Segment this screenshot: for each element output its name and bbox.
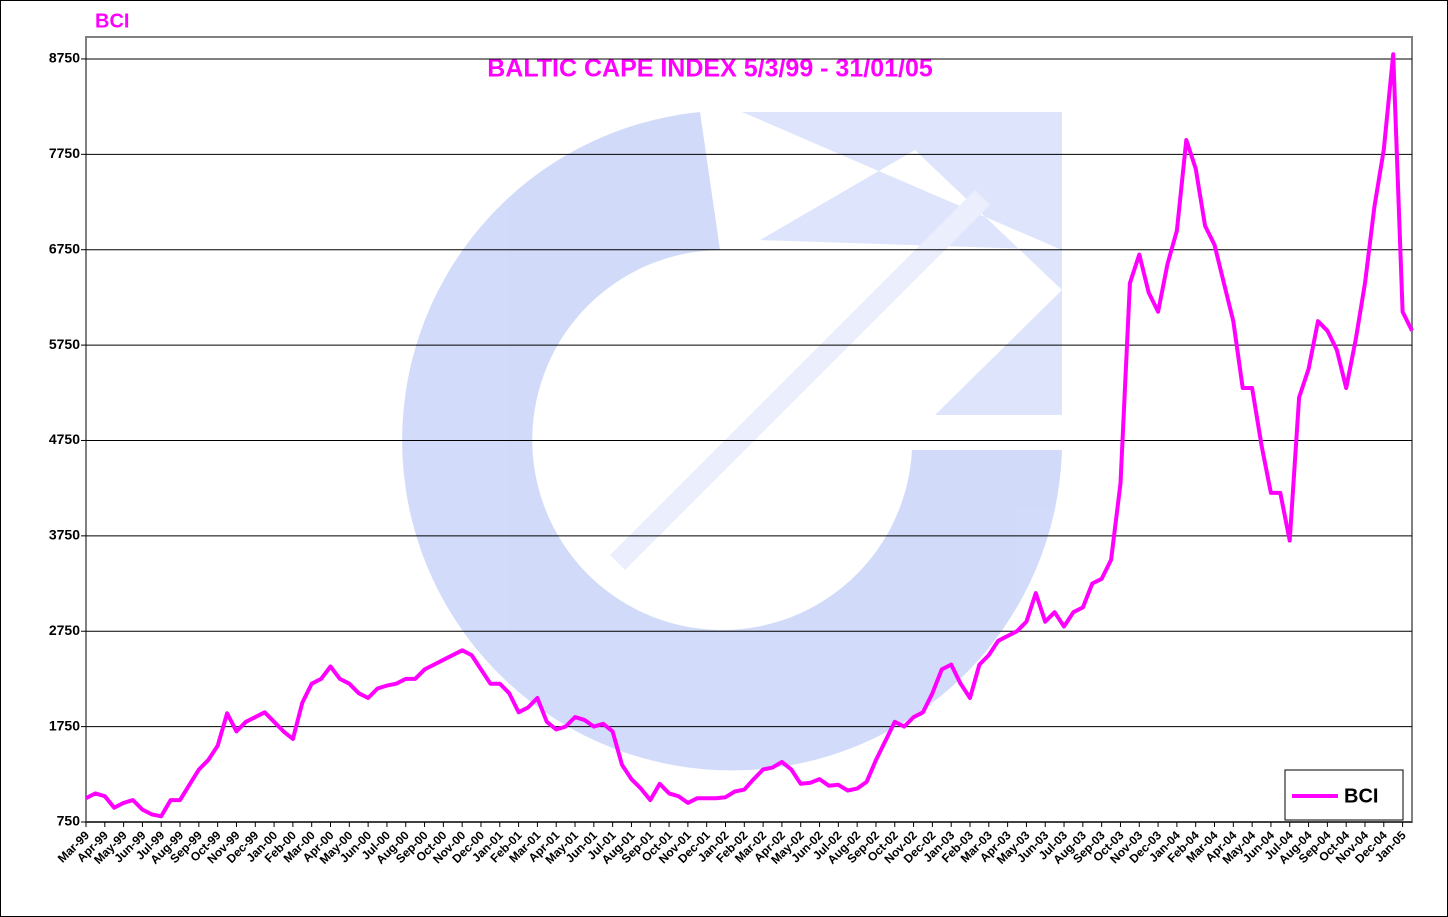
y-tick-label: 750 xyxy=(57,813,81,829)
y-tick-label: 5750 xyxy=(49,336,80,352)
y-axis-label: BCI xyxy=(95,10,129,32)
y-tick-label: 2750 xyxy=(49,622,80,638)
y-tick-label: 4750 xyxy=(49,431,80,447)
y-tick-label: 8750 xyxy=(49,50,80,66)
y-tick-label: 1750 xyxy=(49,717,80,733)
y-tick-label: 6750 xyxy=(49,240,80,256)
line-series xyxy=(85,52,1414,819)
watermark xyxy=(402,112,1063,771)
legend-label: BCI xyxy=(1344,785,1378,807)
y-tick-label: 7750 xyxy=(49,145,80,161)
y-tick-label: 3750 xyxy=(49,527,80,543)
